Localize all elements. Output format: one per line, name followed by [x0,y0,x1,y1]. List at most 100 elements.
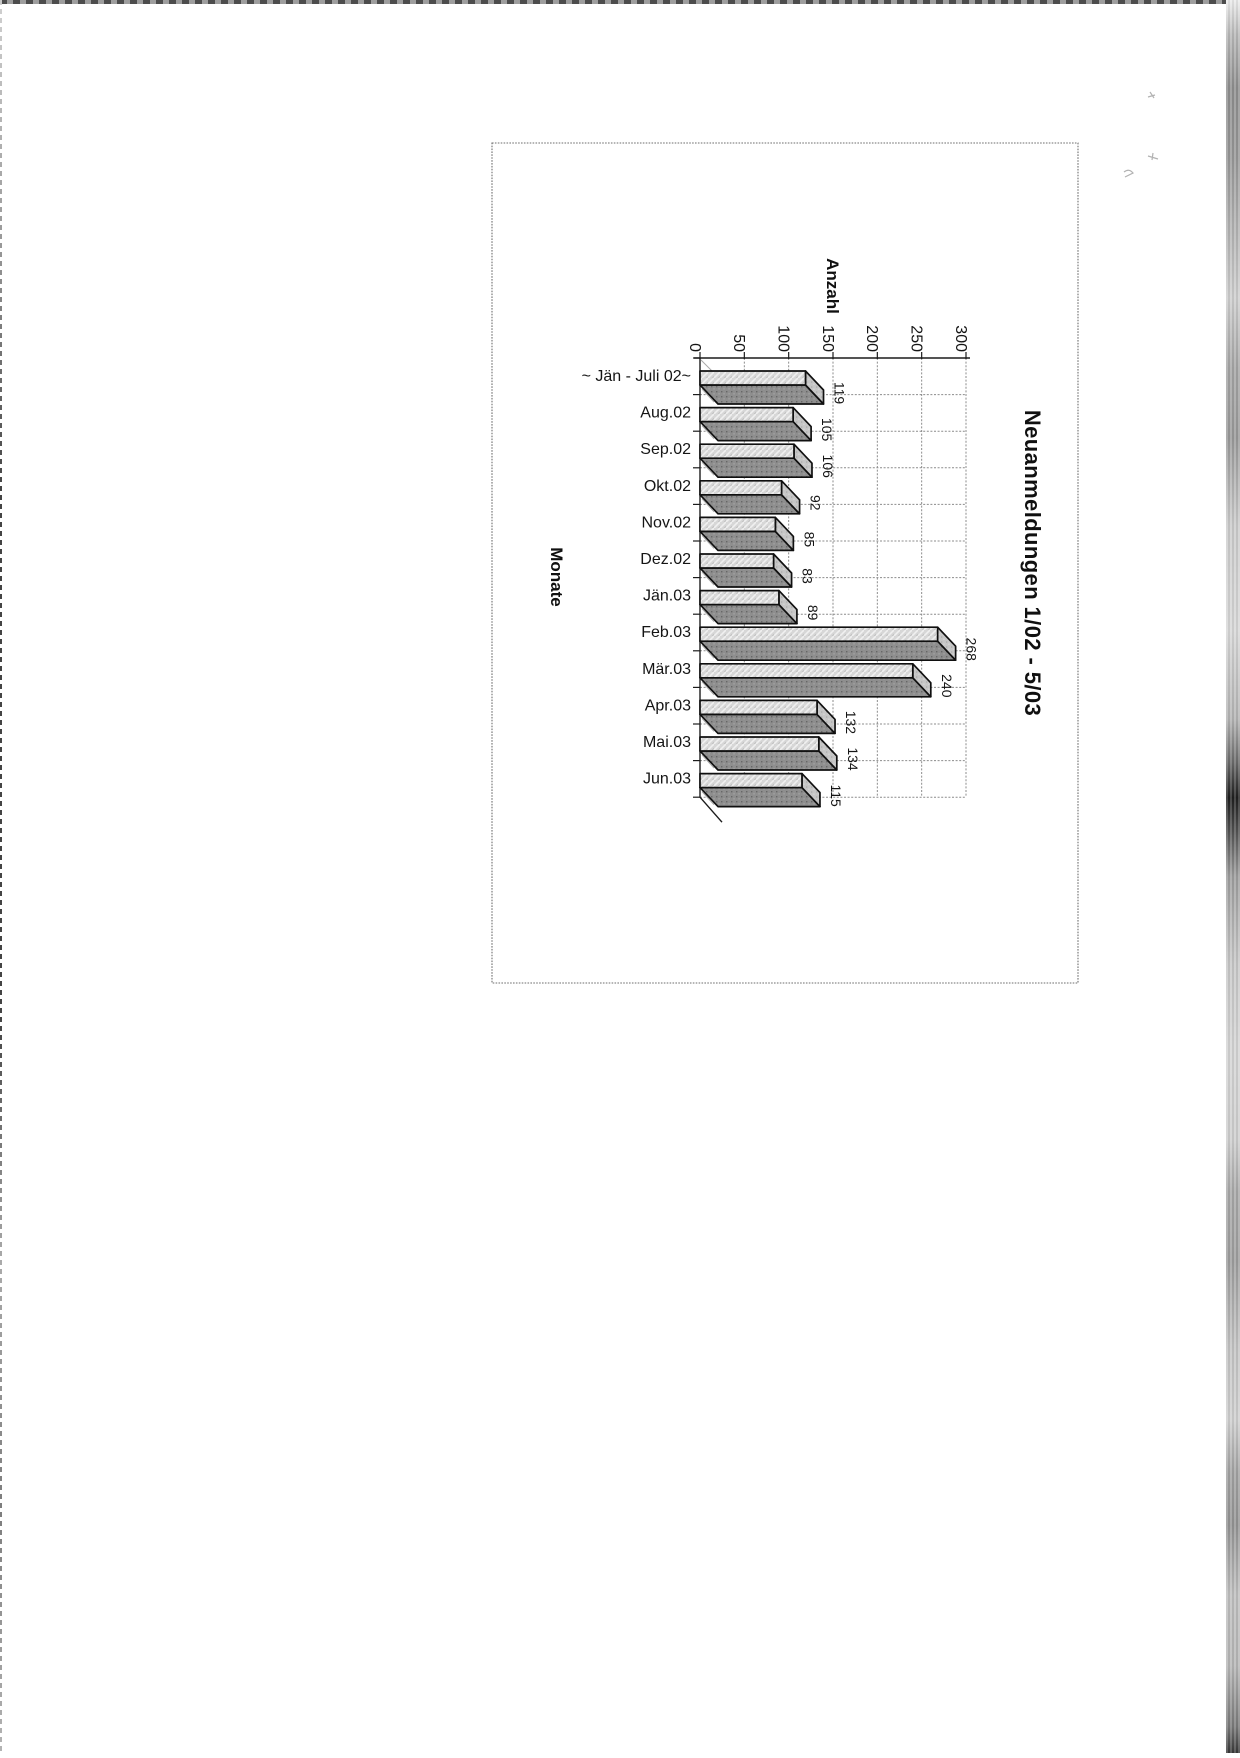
floor-hatch [701,608,715,622]
bar-front-face [699,626,939,643]
bar-4 [699,516,795,552]
floor-hatch [701,425,715,439]
axis-tick-label: 100 [775,325,792,352]
floor-hatch [701,461,715,476]
bar-9 [699,699,836,735]
wall-hatch [700,359,714,373]
value-label-group: 105 [819,418,835,442]
value-label: 134 [845,747,861,771]
axes [693,352,970,823]
bar-2 [699,443,813,479]
value-label-group: 134 [845,747,861,771]
bar-6 [699,589,798,625]
scan-speck-icon [1123,169,1134,178]
category-label: Aug.02 [640,405,691,422]
floor-edge-line [699,796,723,823]
bar-side-face [699,750,838,771]
value-label-group: 240 [939,674,955,698]
bar-5 [699,553,793,588]
bar-side-face [699,676,932,698]
category-label: Sep.02 [640,441,691,458]
floor-hatch [701,754,715,769]
value-label-group: 115 [828,784,844,807]
value-label-group: 85 [801,532,817,548]
bar-front-face [699,699,818,716]
tick-label-group: 150 [819,325,836,352]
value-label-group: 119 [832,382,848,405]
bar-side-face [699,420,812,442]
bar-side-face [699,384,825,405]
axis-tick-label: 0 [686,343,703,352]
bar-front-face [699,736,820,752]
value-label: 115 [828,784,844,807]
tick-label-group: 50 [730,334,747,352]
bar-front-face [699,772,803,789]
value-label-group: 83 [800,568,816,584]
value-label: 132 [843,711,859,735]
axis-tick-label: 250 [908,325,925,352]
scan-speck-icon [1147,91,1156,99]
value-label-group: 268 [964,638,980,662]
value-label: 106 [820,455,836,479]
bars [699,370,957,808]
bar-7 [699,626,957,662]
bar-3 [699,479,801,515]
axis-tick-label: 200 [863,325,880,352]
bar-front-face [699,553,775,569]
bar-11 [699,772,821,808]
axis-tick-label: 150 [819,325,836,352]
category-label: Mär.03 [642,661,691,678]
bar-side-face [699,786,821,808]
value-axis-title: Anzahl [823,258,842,314]
tick-label-group: 250 [908,325,925,352]
category-label: Jun.03 [643,771,691,788]
axis-tick-label: 300 [952,325,969,352]
labels: ~ Jän - Juli 02~ 119 Aug.02 105 Sep.02 106 Okt… [582,325,980,807]
value-label: 105 [819,418,835,442]
category-label: Feb.03 [641,624,691,641]
tick-label-group: 100 [775,325,792,352]
category-label: Mai.03 [643,734,691,751]
value-label: 268 [964,638,980,662]
bar-8 [699,662,932,698]
floor-hatch [701,388,715,403]
category-label: Dez.02 [640,551,691,568]
category-label: Nov.02 [641,514,691,531]
value-label-group: 132 [843,711,859,735]
bar-front-face [699,406,794,423]
bar-1 [699,406,812,442]
bar-side-face [699,640,957,662]
value-label: 85 [801,532,817,548]
floor-hatch [701,791,715,805]
value-label: 83 [800,568,816,584]
floor-hatch [701,535,715,549]
floor-hatch [701,571,715,586]
value-label: 89 [805,605,821,621]
chart-frame [491,142,1079,984]
category-axis-title: Monate [547,547,566,607]
tick-label-group: 0 [686,343,703,352]
bar-side-face [699,457,813,479]
value-label-group: 92 [808,495,824,511]
bar-front-face [699,443,795,460]
value-label-group: 106 [820,455,836,479]
category-label: ~ Jän - Juli 02~ [582,368,691,385]
value-label: 92 [808,495,824,511]
bar-0 [699,370,825,405]
tick-label-group: 200 [863,325,880,352]
value-label: 240 [939,674,955,698]
bar-front-face [699,516,777,533]
floor-hatch [701,498,715,513]
floor-hatch [701,718,715,732]
category-label: Jän.03 [643,588,691,605]
floor-hatch [701,644,715,659]
bar-front-face [699,479,783,496]
bar-side-face [699,713,836,735]
bar-front-face [699,662,914,679]
bar-front-face [699,589,780,606]
scan-speck-icon [1147,152,1159,161]
bar-10 [699,736,838,771]
category-label: Okt.02 [644,478,691,495]
